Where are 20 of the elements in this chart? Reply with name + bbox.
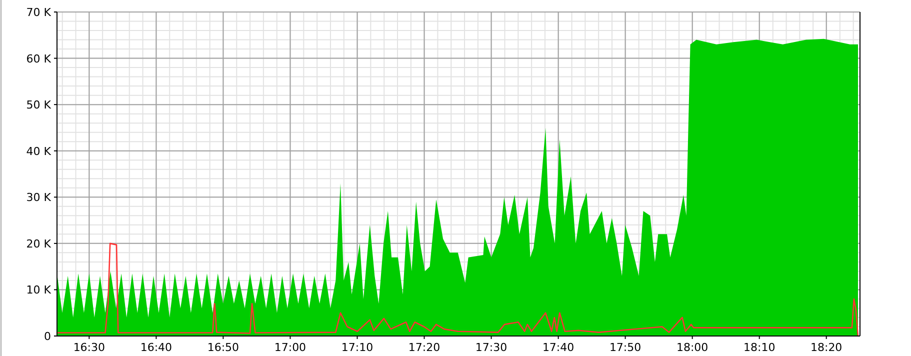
x-tick-label: 18:10 [744, 341, 776, 354]
x-tick-label: 17:20 [408, 341, 440, 354]
x-tick-label: 18:00 [676, 341, 708, 354]
y-tick-label: 0 [44, 330, 51, 343]
y-tick-label: 50 K [26, 98, 52, 112]
y-tick-label: 40 K [26, 144, 52, 158]
x-tick-label: 17:00 [274, 341, 306, 354]
x-tick-label: 17:10 [341, 341, 374, 354]
x-tick-label: 17:30 [475, 341, 508, 354]
x-tick-label: 17:40 [542, 341, 574, 354]
x-tick-label: 18:20 [810, 341, 842, 354]
y-tick-label: 10 K [26, 284, 52, 297]
y-tick-label: 30 K [26, 191, 52, 204]
y-tick-label: 20 K [26, 237, 52, 250]
x-tick-label: 16:40 [140, 341, 172, 354]
x-tick-label: 17:50 [609, 341, 642, 354]
x-tick-label: 16:30 [73, 341, 106, 354]
y-tick-label: 60 K [26, 52, 52, 66]
x-tick-label: 16:50 [207, 341, 240, 354]
y-tick-label: 70 K [26, 6, 52, 19]
